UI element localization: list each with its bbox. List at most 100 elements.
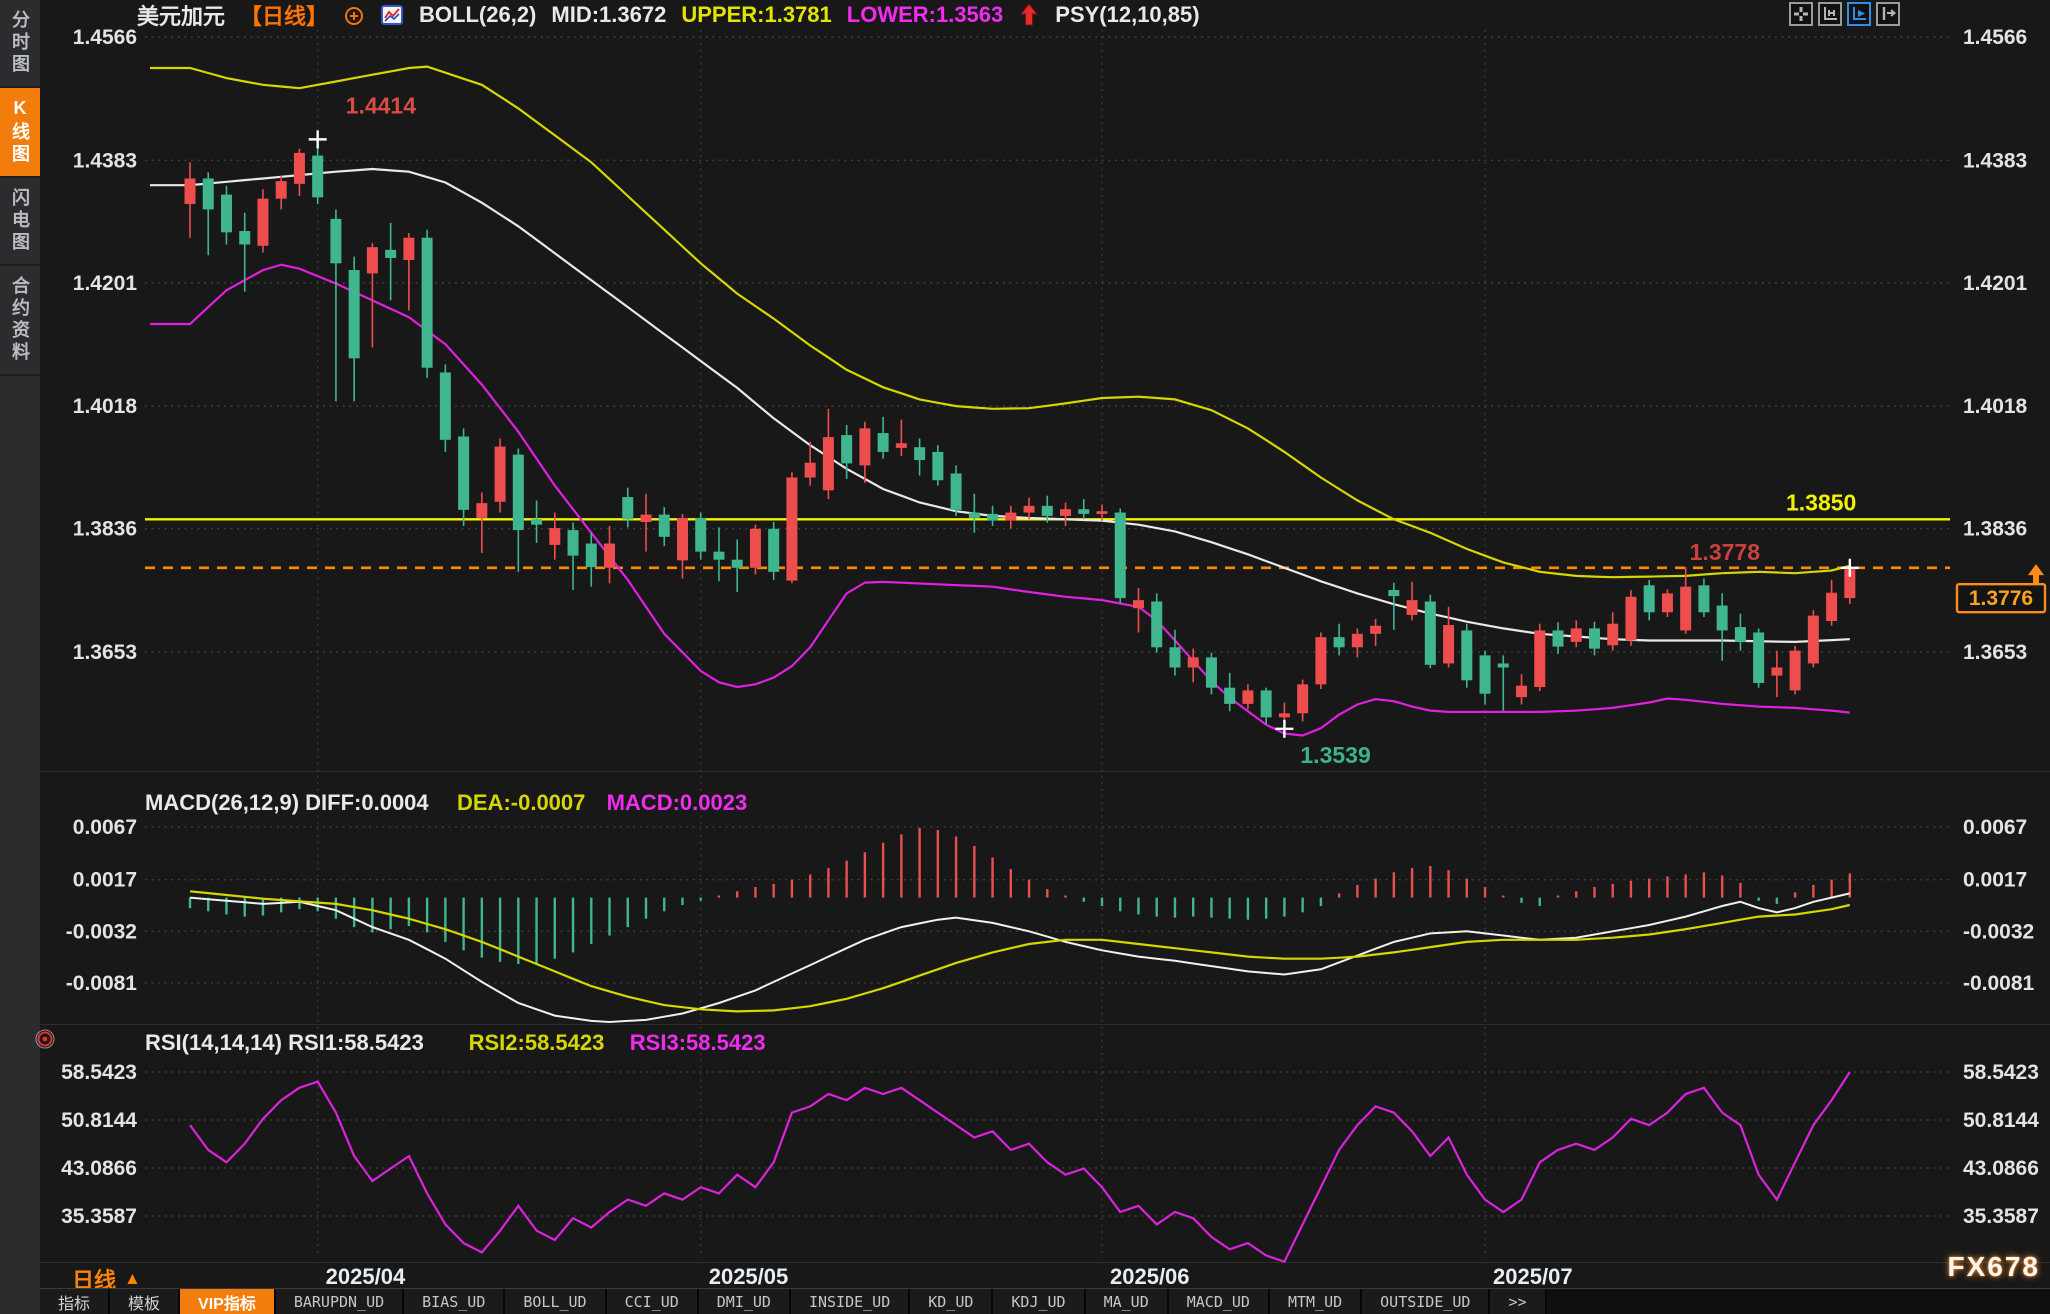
candle bbox=[1789, 650, 1801, 691]
grid-layer bbox=[40, 30, 2050, 1263]
sidebar-item-K线图[interactable]: K线图 bbox=[0, 88, 40, 178]
candle bbox=[1224, 687, 1236, 704]
candle bbox=[622, 497, 634, 520]
candle bbox=[987, 513, 999, 521]
candle bbox=[1096, 511, 1108, 514]
level-price-label: 1.3850 bbox=[1786, 489, 1856, 515]
candle bbox=[950, 473, 962, 510]
current-price-layer: 1.3776 bbox=[1955, 564, 2047, 614]
axis-label: 0.0017 bbox=[1963, 869, 2027, 892]
tab-VIP指标[interactable]: VIP指标 bbox=[180, 1289, 276, 1314]
candle bbox=[220, 194, 232, 233]
tab-KD_UD[interactable]: KD_UD bbox=[910, 1289, 994, 1314]
tab-DMI_UD[interactable]: DMI_UD bbox=[698, 1289, 791, 1314]
axis-label: 43.0866 bbox=[61, 1157, 137, 1180]
axis-label: 1.4566 bbox=[1963, 26, 2027, 49]
chart-title-bar: 美元加元 【日线】 BOLL(26,2) MID:1.3672 UPPER:1.… bbox=[137, 1, 1200, 29]
axis-label: 0.0067 bbox=[1963, 816, 2027, 839]
candle bbox=[695, 517, 707, 552]
tab-MACD_UD[interactable]: MACD_UD bbox=[1168, 1289, 1270, 1314]
tab-OUTSIDE_UD[interactable]: OUTSIDE_UD bbox=[1362, 1289, 1491, 1314]
axis-label: 1.4566 bbox=[73, 26, 137, 49]
candle bbox=[1333, 637, 1345, 648]
candle bbox=[1826, 592, 1838, 622]
sidebar-item-合约资料[interactable]: 合约资料 bbox=[0, 266, 40, 376]
layout-cross-icon[interactable] bbox=[1789, 2, 1813, 26]
candle bbox=[1297, 684, 1309, 714]
price-up-marker-icon bbox=[2028, 564, 2044, 584]
month-label: 2025/04 bbox=[326, 1264, 406, 1289]
axis-label: -0.0081 bbox=[1963, 972, 2035, 995]
axis-labels-layer: 1.4566 1.4566 1.4383 1.4383 1.4201 1.4201 1.40… bbox=[61, 26, 2039, 1228]
candle bbox=[1060, 509, 1072, 516]
month-label: 2025/06 bbox=[1110, 1264, 1190, 1289]
tab-模板[interactable]: 模板 bbox=[110, 1289, 181, 1314]
psy-params: PSY(12,10,85) bbox=[1055, 2, 1200, 27]
tab->>[interactable]: >> bbox=[1490, 1289, 1547, 1314]
low-price-label: 1.3539 bbox=[1300, 742, 1370, 768]
candlestick-chart-icon[interactable] bbox=[380, 3, 404, 27]
candle bbox=[676, 517, 688, 561]
candle bbox=[512, 454, 524, 531]
axis-label: 1.3653 bbox=[1963, 641, 2027, 664]
scale-axis-icon[interactable] bbox=[1818, 2, 1842, 26]
add-indicator-icon[interactable] bbox=[343, 4, 365, 26]
candle bbox=[1552, 630, 1564, 647]
candle bbox=[1607, 623, 1619, 646]
rsi-line bbox=[189, 1071, 1851, 1264]
tab-BIAS_UD[interactable]: BIAS_UD bbox=[404, 1289, 506, 1314]
candle bbox=[1771, 667, 1783, 676]
candle bbox=[749, 528, 761, 568]
candle bbox=[1315, 637, 1327, 685]
boll-mid-value: MID:1.3672 bbox=[551, 2, 667, 27]
candle bbox=[1479, 655, 1491, 694]
candle bbox=[348, 270, 360, 359]
tab-INSIDE_UD[interactable]: INSIDE_UD bbox=[790, 1289, 911, 1314]
candle bbox=[1753, 632, 1765, 683]
macd-macd-value: MACD:0.0023 bbox=[607, 790, 748, 815]
candle bbox=[1680, 586, 1692, 631]
candle bbox=[1005, 512, 1017, 521]
axis-label: 50.8144 bbox=[61, 1109, 137, 1132]
candle bbox=[859, 428, 871, 466]
tab-BOLL_UD[interactable]: BOLL_UD bbox=[505, 1289, 607, 1314]
pane-headers-layer: MACD(26,12,9) DIFF:0.0004 DEA:-0.0007 MACD… bbox=[145, 790, 766, 1055]
boll-upper-line bbox=[150, 65, 1851, 579]
tab-指标[interactable]: 指标 bbox=[40, 1289, 111, 1314]
candle bbox=[421, 237, 433, 368]
auto-scroll-icon[interactable] bbox=[1847, 2, 1871, 26]
sidebar-item-分时图[interactable]: 分时图 bbox=[0, 0, 40, 88]
candle bbox=[804, 462, 816, 478]
tab-MTM_UD[interactable]: MTM_UD bbox=[1269, 1289, 1363, 1314]
period-tag[interactable]: 【日线】 bbox=[240, 4, 329, 29]
candle bbox=[1041, 505, 1053, 516]
watermark: FX678 bbox=[1947, 1251, 2040, 1282]
axis-label: 35.3587 bbox=[1963, 1205, 2039, 1228]
candle bbox=[713, 551, 725, 560]
candle bbox=[1242, 690, 1254, 704]
tab-MA_UD[interactable]: MA_UD bbox=[1085, 1289, 1169, 1314]
tab-BARUPDN_UD[interactable]: BARUPDN_UD bbox=[275, 1289, 405, 1314]
tab-KDJ_UD[interactable]: KDJ_UD bbox=[993, 1289, 1086, 1314]
current-price-value: 1.3776 bbox=[1969, 587, 2033, 610]
candles-layer bbox=[184, 139, 1856, 729]
indicator-target-icon[interactable] bbox=[33, 1027, 57, 1056]
tab-CCI_UD[interactable]: CCI_UD bbox=[606, 1289, 699, 1314]
candle bbox=[658, 514, 670, 537]
sidebar-item-闪电图[interactable]: 闪电图 bbox=[0, 178, 40, 266]
axis-label: 1.4018 bbox=[73, 395, 138, 418]
candle bbox=[239, 230, 251, 245]
recent-high-label: 1.3778 bbox=[1690, 539, 1761, 565]
candle bbox=[1406, 600, 1418, 615]
candle bbox=[968, 512, 980, 518]
candle bbox=[1570, 628, 1582, 642]
candle bbox=[768, 528, 780, 572]
candle bbox=[604, 543, 616, 568]
candle bbox=[1260, 690, 1272, 718]
level-lines-layer bbox=[145, 518, 1950, 570]
candle bbox=[202, 178, 214, 210]
candle bbox=[330, 218, 342, 264]
pan-right-icon[interactable] bbox=[1876, 2, 1900, 26]
